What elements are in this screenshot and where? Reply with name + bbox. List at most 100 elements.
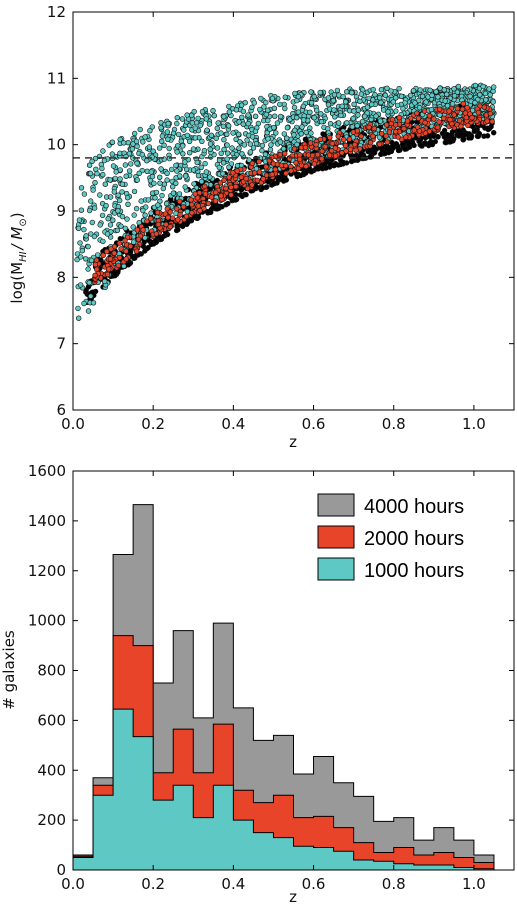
scatter-point-cyan: [318, 111, 324, 117]
scatter-point-cyan: [472, 99, 478, 106]
scatter-point-cyan: [239, 151, 245, 157]
scatter-point-black: [332, 161, 339, 167]
scatter-point-red: [447, 116, 453, 123]
scatter-point-cyan: [273, 130, 279, 136]
scatter-point-red: [376, 141, 383, 148]
scatter-point-red: [416, 128, 423, 134]
scatter-y-ticks: 6 7 8 9 10 11 12: [47, 3, 514, 419]
scatter-x-axis-label: z: [289, 433, 297, 451]
scatter-point-red: [249, 182, 255, 188]
scatter-point-cyan: [451, 93, 458, 99]
scatter-point-cyan: [92, 180, 98, 186]
scatter-point-red: [92, 272, 98, 278]
scatter-point-cyan: [215, 120, 221, 126]
scatter-point-cyan: [245, 120, 251, 127]
scatter-point-black: [459, 131, 465, 138]
scatter-point-black: [195, 214, 202, 220]
scatter-point-red: [339, 150, 345, 156]
scatter-point-cyan: [133, 138, 140, 145]
scatter-point-cyan: [190, 146, 197, 152]
scatter-point-cyan: [339, 103, 345, 109]
y-tick-label: 0: [56, 861, 66, 879]
scatter-point-red: [188, 197, 194, 203]
scatter-point-cyan: [87, 198, 94, 204]
scatter-point-red: [243, 175, 249, 182]
scatter-point-cyan: [118, 223, 124, 229]
scatter-point-cyan: [252, 128, 259, 135]
scatter-point-black: [378, 151, 384, 158]
scatter-point-cyan: [240, 121, 247, 127]
scatter-point-red: [329, 148, 335, 154]
scatter-point-black: [112, 271, 118, 277]
x-tick-label: 0.0: [61, 875, 85, 893]
scatter-point-black: [463, 131, 469, 137]
scatter-point-black: [382, 150, 388, 157]
x-tick-label: 0.6: [302, 875, 326, 893]
scatter-point-cyan: [77, 282, 84, 288]
scatter-point-cyan: [115, 208, 121, 214]
scatter-point-cyan: [180, 143, 186, 149]
scatter-point-cyan: [207, 174, 213, 180]
scatter-point-cyan: [284, 124, 291, 131]
scatter-point-red: [221, 177, 227, 184]
scatter-point-cyan: [101, 157, 108, 164]
scatter-point-cyan: [91, 233, 98, 240]
scatter-point-red: [436, 119, 442, 125]
scatter-point-cyan: [87, 293, 94, 299]
scatter-point-red: [317, 136, 324, 143]
scatter-point-cyan: [417, 87, 423, 93]
scatter-point-red: [454, 105, 461, 112]
scatter-plot-frame: [72, 11, 515, 411]
scatter-point-cyan: [85, 243, 91, 250]
scatter-point-cyan: [393, 95, 399, 101]
scatter-point-cyan: [131, 188, 138, 195]
histogram-y-axis-label: # galaxies: [0, 630, 18, 710]
scatter-point-black: [323, 165, 329, 171]
scatter-point-cyan: [134, 160, 140, 167]
scatter-point-cyan: [207, 141, 214, 147]
scatter-point-red: [252, 170, 258, 176]
scatter-point-cyan: [107, 194, 114, 200]
scatter-point-cyan: [88, 231, 94, 237]
hist-x-ticks: 0.0 0.2 0.4 0.6 0.8 1.0: [61, 471, 486, 893]
scatter-point-cyan: [120, 140, 127, 146]
scatter-point-cyan: [139, 151, 146, 158]
scatter-point-cyan: [149, 154, 155, 160]
scatter-point-cyan: [130, 239, 137, 245]
scatter-point-cyan: [170, 184, 176, 190]
scatter-point-red: [100, 252, 106, 259]
scatter-point-cyan: [472, 82, 479, 89]
scatter-point-cyan: [213, 135, 219, 142]
scatter-point-red: [169, 215, 176, 221]
scatter-point-cyan: [197, 122, 204, 129]
legend-swatch-2000-hours: [317, 525, 355, 549]
scatter-point-cyan: [110, 217, 116, 223]
scatter-point-red: [346, 136, 353, 142]
x-tick-label: 0.2: [141, 415, 165, 433]
scatter-point-black: [233, 191, 239, 198]
scatter-point-red: [283, 170, 289, 177]
scatter-point-red: [223, 185, 229, 192]
scatter-point-cyan: [220, 123, 227, 130]
scatter-point-cyan: [382, 92, 389, 99]
scatter-point-cyan: [271, 124, 277, 131]
scatter-point-red: [263, 172, 270, 178]
scatter-point-cyan: [100, 148, 106, 154]
scatter-point-cyan: [218, 150, 224, 157]
scatter-point-red: [411, 127, 417, 133]
scatter-point-cyan: [138, 198, 144, 204]
y-tick-label: 11: [47, 69, 66, 87]
y-tick-label: 7: [56, 335, 66, 353]
scatter-y-axis-label: log(MHI/ M⊙): [8, 212, 29, 303]
scatter-point-cyan: [159, 133, 166, 139]
scatter-point-cyan: [90, 300, 97, 306]
scatter-point-red: [459, 106, 466, 113]
scatter-point-black: [225, 200, 231, 207]
scatter-point-black: [232, 197, 238, 203]
scatter-point-red: [386, 129, 393, 135]
scatter-point-cyan: [343, 99, 349, 105]
scatter-point-cyan: [295, 93, 302, 100]
scatter-point-cyan: [174, 114, 181, 121]
scatter-point-black: [188, 218, 195, 224]
scatter-point-cyan: [292, 127, 298, 134]
